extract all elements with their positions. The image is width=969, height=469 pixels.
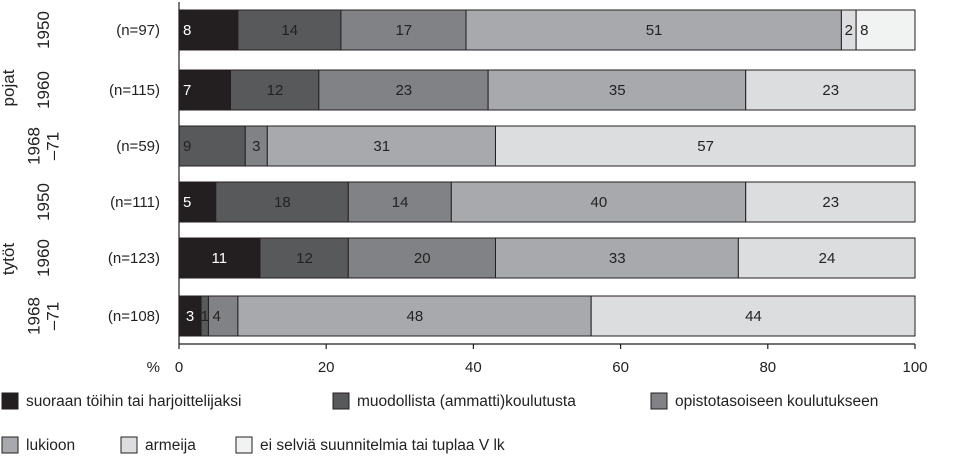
legend-swatch bbox=[650, 392, 668, 410]
bar-value-label: 35 bbox=[609, 82, 626, 99]
bar-value-label: 14 bbox=[392, 194, 409, 211]
x-tick-label: 20 bbox=[318, 359, 335, 376]
x-tick-label: 60 bbox=[612, 359, 629, 376]
bar-value-label: 8 bbox=[860, 22, 868, 39]
row-year-label: 1950 bbox=[34, 11, 53, 49]
bar-value-label: 48 bbox=[407, 308, 424, 325]
bar-segment bbox=[237, 9, 342, 51]
legend-swatch bbox=[1, 436, 19, 454]
bar-value-label: 4 bbox=[212, 308, 220, 325]
legend-swatch bbox=[332, 392, 350, 410]
bar-value-label: 18 bbox=[274, 194, 291, 211]
bar-value-label: 17 bbox=[395, 22, 412, 39]
bar-segment bbox=[178, 69, 232, 111]
legend-swatch bbox=[235, 436, 253, 454]
row-year-label: 1960 bbox=[34, 71, 53, 109]
x-tick-label: 0 bbox=[175, 359, 183, 376]
row-year-label: 1950 bbox=[34, 183, 53, 221]
bar-segment bbox=[237, 295, 592, 337]
row-year-label: –71 bbox=[44, 132, 63, 160]
x-unit-label: % bbox=[147, 359, 160, 376]
row-n-label: (n=59) bbox=[116, 138, 160, 155]
bar-value-label: 51 bbox=[646, 22, 663, 39]
x-tick-label: 40 bbox=[465, 359, 482, 376]
row-year-label: 1960 bbox=[34, 239, 53, 277]
legend: suoraan töihin tai harjoittelijaksi muodo… bbox=[1, 392, 878, 454]
group-label: pojat bbox=[0, 69, 18, 106]
bar-segment bbox=[465, 9, 842, 51]
row-n-label: (n=111) bbox=[110, 194, 160, 211]
bar-segment bbox=[347, 237, 496, 279]
bar-value-label: 5 bbox=[183, 194, 191, 211]
row-n-label: (n=108) bbox=[108, 308, 160, 325]
bar-value-label: 2 bbox=[845, 22, 853, 39]
bar-value-label: 3 bbox=[186, 308, 194, 325]
row-year-label: –71 bbox=[44, 302, 63, 330]
bar-segment bbox=[855, 9, 916, 51]
x-tick-label: 100 bbox=[902, 359, 927, 376]
bar-value-label: 31 bbox=[373, 138, 390, 155]
bar-value-label: 33 bbox=[609, 250, 626, 267]
bar-segment bbox=[487, 69, 747, 111]
bar-value-label: 57 bbox=[697, 138, 714, 155]
group-label: tytöt bbox=[0, 243, 18, 275]
bar-segment bbox=[178, 9, 239, 51]
bar-value-label: 7 bbox=[183, 82, 191, 99]
bar-value-label: 12 bbox=[267, 82, 284, 99]
bar-segment bbox=[178, 181, 217, 223]
bar-value-label: 23 bbox=[822, 194, 839, 211]
bar-value-label: 23 bbox=[395, 82, 412, 99]
bar-segment bbox=[318, 69, 489, 111]
legend-swatch bbox=[1, 392, 19, 410]
legend-swatch bbox=[120, 436, 138, 454]
legend-label: ei selviä suunnitelmia tai tuplaa V lk bbox=[260, 437, 505, 454]
legend-label: muodollista (ammatti)koulutusta bbox=[357, 393, 576, 410]
bar-value-label: 23 bbox=[822, 82, 839, 99]
x-tick-label: 80 bbox=[759, 359, 776, 376]
bar-segment bbox=[266, 125, 496, 167]
bar-segment bbox=[590, 295, 916, 337]
bar-segment bbox=[207, 295, 239, 337]
bar-segment bbox=[745, 69, 916, 111]
row-n-label: (n=123) bbox=[108, 250, 160, 267]
row-n-label: (n=115) bbox=[109, 82, 160, 99]
legend-label: lukioon bbox=[26, 437, 75, 454]
bar-segment bbox=[450, 181, 747, 223]
legend-label: armeija bbox=[145, 437, 196, 454]
legend-label: opistotasoiseen koulutukseen bbox=[675, 393, 878, 410]
bar-value-label: 14 bbox=[281, 22, 298, 39]
x-axis: 0 20 40 60 80 100% bbox=[147, 2, 928, 376]
bar-value-label: 3 bbox=[252, 138, 260, 155]
row-year-label: 1968 bbox=[25, 297, 44, 335]
row-n-label: (n=97) bbox=[116, 22, 160, 39]
legend-label: suoraan töihin tai harjoittelijaksi bbox=[26, 393, 241, 410]
bar-value-label: 20 bbox=[414, 250, 431, 267]
bar-value-label: 1 bbox=[201, 308, 209, 325]
bar-segment bbox=[494, 125, 916, 167]
bar-value-label: 44 bbox=[745, 308, 762, 325]
bar-value-label: 11 bbox=[211, 250, 227, 267]
row-year-label: 1968 bbox=[25, 127, 44, 165]
bar-value-label: 12 bbox=[296, 250, 313, 267]
row-labels-layer: (n=97)1950(n=115)1960(n=59)1968 –71(n=111… bbox=[0, 11, 160, 335]
bar-value-label: 9 bbox=[183, 138, 191, 155]
bar-value-label: 24 bbox=[819, 250, 836, 267]
bar-value-label: 8 bbox=[183, 22, 191, 39]
bar-segment bbox=[737, 237, 916, 279]
bar-value-label: 40 bbox=[591, 194, 608, 211]
bar-segment bbox=[745, 181, 916, 223]
bar-segment bbox=[340, 9, 467, 51]
